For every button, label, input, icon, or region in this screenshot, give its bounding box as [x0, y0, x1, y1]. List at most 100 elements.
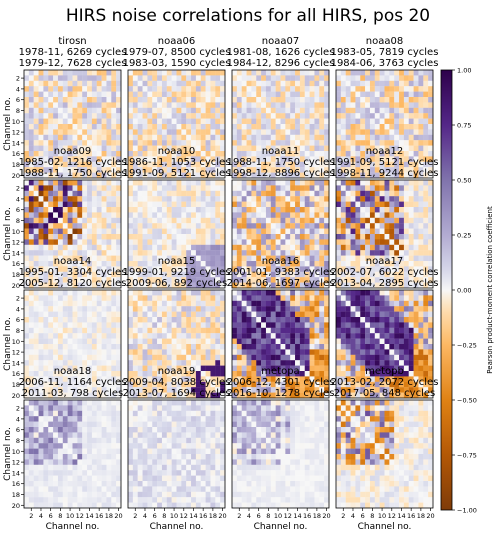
heatmap-cell: [161, 349, 167, 355]
heatmap-cell: [265, 172, 271, 179]
heatmap-cell: [280, 327, 286, 334]
heatmap-cell: [285, 387, 291, 393]
heatmap-cell: [137, 300, 143, 307]
heatmap-cell: [256, 381, 262, 388]
heatmap-cell: [374, 344, 380, 350]
heatmap-cell: [137, 97, 143, 103]
heatmap-cell: [210, 80, 216, 87]
heatmap-cell: [399, 360, 405, 366]
heatmap-cell: [290, 239, 296, 245]
heatmap-cell: [53, 244, 59, 251]
heatmap-cell: [137, 306, 143, 312]
heatmap-cell: [261, 102, 267, 108]
heatmap-cell: [176, 102, 182, 108]
heatmap-cell: [53, 338, 59, 345]
heatmap-cell: [423, 118, 429, 125]
heatmap-cell: [399, 228, 405, 235]
heatmap-cell: [38, 196, 44, 202]
heatmap-cell: [275, 282, 281, 289]
heatmap-cell: [53, 255, 59, 262]
heatmap-cell: [142, 207, 148, 213]
heatmap-cell: [261, 376, 267, 382]
heatmap-cell: [200, 344, 206, 350]
heatmap-cell: [340, 97, 346, 103]
heatmap-cell: [251, 290, 257, 296]
heatmap-cell: [275, 86, 281, 92]
heatmap-cell: [408, 354, 414, 361]
panel-frame: [335, 69, 434, 179]
heatmap-cell: [319, 239, 325, 245]
heatmap-cell: [48, 387, 54, 393]
heatmap-cell: [33, 140, 39, 146]
heatmap-cell: [232, 107, 237, 114]
heatmap-cell: [67, 344, 73, 350]
heatmap-cell: [265, 392, 271, 399]
heatmap-cell: [360, 196, 366, 202]
heatmap-cell: [82, 212, 88, 218]
heatmap-cell: [101, 118, 107, 125]
heatmap-cell: [215, 151, 221, 157]
heatmap-cell: [261, 207, 267, 213]
heatmap-cell: [384, 365, 390, 372]
heatmap-cell: [72, 70, 78, 76]
heatmap-cell: [28, 360, 34, 366]
heatmap-cell: [251, 239, 257, 245]
heatmap-cell: [62, 392, 68, 399]
heatmap-cell: [428, 244, 434, 251]
heatmap-cell: [314, 75, 320, 81]
heatmap-cell: [157, 70, 163, 76]
heatmap-cell: [355, 212, 361, 218]
heatmap-cell: [28, 387, 34, 393]
heatmap-cell: [72, 300, 78, 307]
heatmap-cell: [232, 381, 237, 388]
heatmap-cell: [186, 97, 192, 103]
heatmap-cell: [428, 172, 434, 179]
heatmap-cell: [215, 277, 221, 283]
heatmap-cell: [423, 80, 429, 87]
heatmap-cell: [350, 156, 356, 162]
heatmap-cell: [275, 266, 281, 272]
heatmap-cell: [57, 250, 63, 256]
heatmap-cell: [241, 185, 247, 191]
heatmap-cell: [116, 156, 122, 162]
heatmap-cell: [290, 207, 296, 213]
heatmap-cell: [418, 70, 424, 76]
heatmap-cell: [304, 91, 310, 98]
heatmap-cell: [205, 290, 211, 296]
heatmap-cell: [350, 266, 356, 272]
heatmap-cell: [324, 261, 330, 267]
heatmap-cell: [106, 277, 112, 283]
heatmap-cell: [428, 266, 434, 272]
heatmap-cell: [181, 118, 187, 125]
heatmap-cell: [77, 102, 83, 108]
heatmap-cell: [87, 167, 93, 173]
y-tick-label: 8: [16, 107, 20, 115]
heatmap-cell: [87, 322, 93, 328]
heatmap-cell: [210, 167, 216, 173]
heatmap-cell: [261, 322, 267, 328]
heatmap-cell: [394, 295, 400, 301]
heatmap-cell: [111, 261, 117, 267]
heatmap-cell: [319, 113, 325, 119]
panel-frame: [335, 289, 434, 399]
heatmap-cell: [403, 201, 409, 208]
heatmap-cell: [408, 261, 414, 267]
heatmap-cell: [355, 207, 361, 213]
heatmap-cell: [261, 91, 267, 98]
heatmap-cell: [132, 86, 138, 92]
heatmap-cell: [270, 124, 276, 130]
heatmap-cell: [157, 223, 163, 229]
heatmap-cell: [87, 387, 93, 393]
heatmap-cell: [171, 156, 177, 162]
heatmap-cell: [304, 250, 310, 256]
heatmap-cell: [128, 360, 133, 366]
heatmap-cell: [295, 354, 301, 361]
heatmap-cell: [171, 261, 177, 267]
heatmap-cell: [166, 207, 172, 213]
heatmap-cell: [152, 118, 158, 125]
heatmap-cell: [48, 70, 54, 76]
heatmap-cell: [360, 140, 366, 146]
heatmap-cell: [379, 97, 385, 103]
heatmap-cell: [132, 282, 138, 289]
heatmap-cell: [374, 392, 380, 399]
